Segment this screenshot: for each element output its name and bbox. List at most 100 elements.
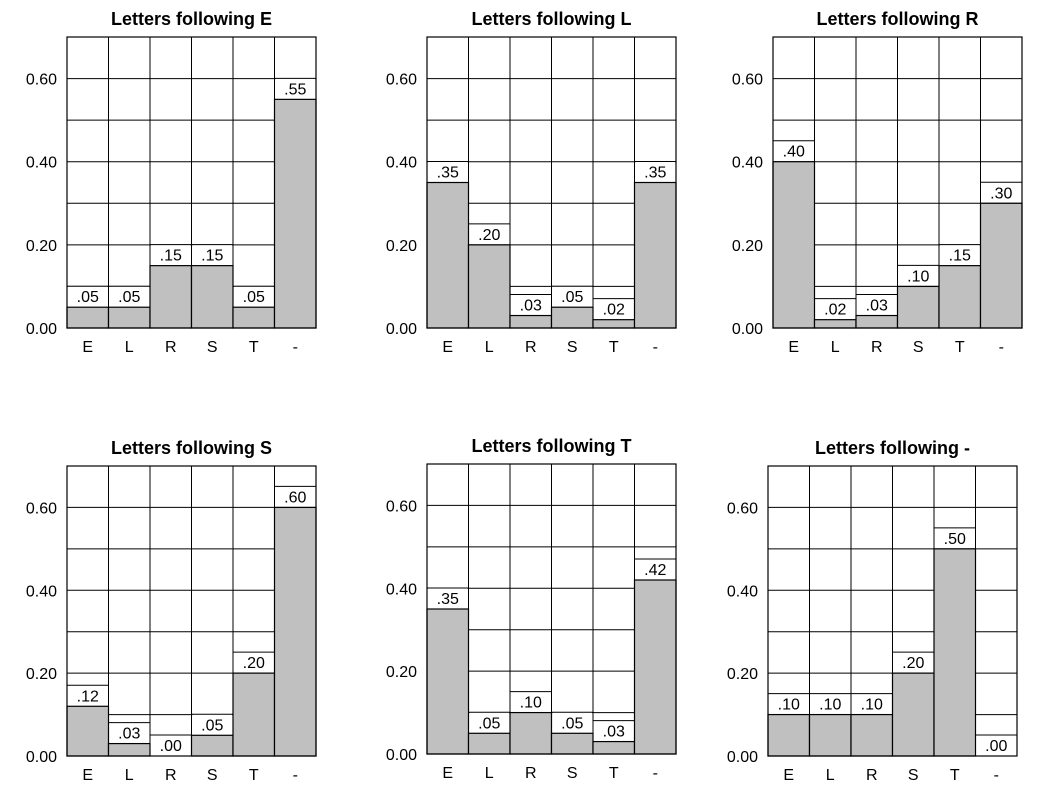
data-label: .12 (77, 688, 99, 705)
x-tick-label: - (653, 339, 658, 356)
x-tick-label: L (125, 339, 134, 356)
data-label: .30 (990, 185, 1012, 202)
x-tick-label: S (567, 765, 578, 782)
bar-S (550, 306, 594, 329)
bar-S (190, 265, 234, 329)
bar-T (232, 672, 276, 757)
data-label: .60 (284, 489, 306, 506)
plot-frame (66, 36, 317, 329)
data-label-box (234, 652, 274, 673)
data-label-box (511, 294, 551, 315)
bar-L (808, 713, 852, 757)
x-tick-label: E (82, 767, 93, 784)
data-label-box (935, 527, 975, 548)
x-tick-label: - (293, 767, 298, 784)
data-label-box (109, 286, 149, 307)
data-label: .20 (902, 655, 924, 672)
y-tick-label: 0.60 (26, 500, 57, 517)
data-label: .05 (478, 715, 500, 732)
data-label-box (192, 244, 232, 265)
bar-R (509, 314, 553, 329)
x-tick-label: T (609, 339, 619, 356)
data-label: .10 (861, 697, 883, 714)
data-label-box (151, 244, 191, 265)
y-tick-label: 0.40 (26, 155, 57, 172)
data-label: .10 (907, 268, 929, 285)
bar-S (896, 285, 940, 329)
bar-- (633, 579, 677, 755)
y-tick-label: 0.40 (727, 583, 758, 600)
y-tick-label: 0.40 (26, 583, 57, 600)
y-tick-label: 0.00 (727, 749, 758, 766)
chart-title: Letters following L (472, 9, 632, 29)
data-label-box (234, 286, 274, 307)
data-label: .03 (520, 298, 542, 315)
y-tick-label: 0.00 (26, 749, 57, 766)
data-label: .00 (985, 738, 1007, 755)
x-tick-label: T (955, 339, 965, 356)
data-label-box (810, 693, 850, 714)
bar-L (813, 319, 857, 329)
bar-S (891, 672, 935, 757)
data-label-box (68, 685, 108, 706)
bar-L (467, 244, 511, 329)
y-tick-label: 0.60 (26, 72, 57, 89)
x-tick-label: - (293, 339, 298, 356)
data-label: .02 (603, 302, 625, 319)
y-tick-label: 0.60 (386, 498, 417, 515)
x-tick-label: L (485, 339, 494, 356)
data-label: .05 (201, 717, 223, 734)
bar-S (190, 734, 234, 757)
data-label-box (428, 161, 468, 182)
data-label: .55 (284, 81, 306, 98)
data-label-box (815, 298, 855, 319)
bar-- (273, 506, 317, 757)
data-label-box (857, 294, 897, 315)
chart-panel-2: Letters following L .35 .20 .03 .05 .02 .35 0.0… (386, 9, 677, 356)
data-label-box (469, 712, 509, 733)
x-tick-label: E (783, 767, 794, 784)
y-tick-label: 0.60 (386, 72, 417, 89)
data-label: .02 (824, 302, 846, 319)
data-label-box (68, 286, 108, 307)
data-label-box (940, 244, 980, 265)
data-label: .03 (866, 298, 888, 315)
x-tick-label: T (950, 767, 960, 784)
y-tick-label: 0.40 (386, 155, 417, 172)
y-tick-label: 0.20 (386, 238, 417, 255)
y-tick-label: 0.00 (386, 321, 417, 338)
bar-E (767, 713, 811, 757)
chart-panel-4: Letters following S .12 .03 .00 .05 .20 .60 0.0… (26, 438, 317, 784)
data-label-box (275, 78, 315, 99)
x-tick-label: R (525, 339, 537, 356)
bar-T (592, 319, 636, 329)
data-label-box (275, 486, 315, 507)
y-tick-label: 0.40 (386, 581, 417, 598)
data-label-box (192, 714, 232, 735)
bar-T (933, 548, 977, 757)
data-label-box (552, 712, 592, 733)
data-label-box (635, 161, 675, 182)
x-tick-label: - (653, 765, 658, 782)
x-tick-label: R (165, 767, 177, 784)
data-label-box (594, 720, 634, 741)
bar-R (855, 314, 899, 329)
data-label: .50 (944, 531, 966, 548)
y-tick-label: 0.40 (732, 155, 763, 172)
data-label-box (109, 722, 149, 743)
data-label-box (552, 286, 592, 307)
data-label: .10 (819, 697, 841, 714)
chart-panel-3: Letters following R .40 .02 .03 .10 .15 .30 0.0… (732, 9, 1023, 356)
data-label-box (635, 559, 675, 579)
x-tick-label: - (999, 339, 1004, 356)
chart-panel-5: Letters following T .35 .05 .10 .05 .03 .42 0.0… (386, 436, 677, 782)
data-label: .15 (160, 248, 182, 265)
y-tick-label: 0.60 (727, 500, 758, 517)
y-tick-label: 0.60 (732, 72, 763, 89)
data-label: .15 (949, 248, 971, 265)
data-label-box (594, 298, 634, 319)
data-label-box (893, 652, 933, 673)
y-tick-label: 0.00 (386, 747, 417, 764)
data-label: .10 (778, 697, 800, 714)
bar-S (550, 732, 594, 755)
